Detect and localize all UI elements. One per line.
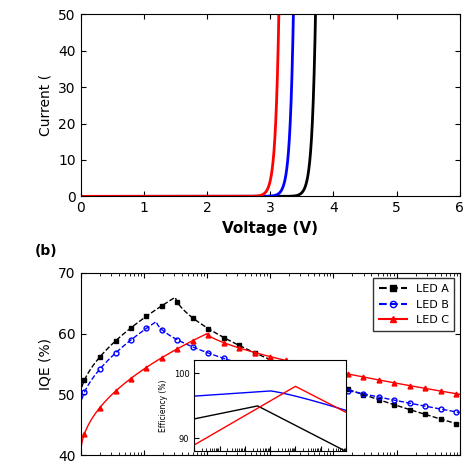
Text: (b): (b) <box>35 244 58 258</box>
Legend: LED A, LED B, LED C: LED A, LED B, LED C <box>374 278 454 331</box>
X-axis label: Voltage (V): Voltage (V) <box>222 221 318 236</box>
Y-axis label: IQE (%): IQE (%) <box>38 338 53 390</box>
Y-axis label: Current (: Current ( <box>38 74 53 137</box>
